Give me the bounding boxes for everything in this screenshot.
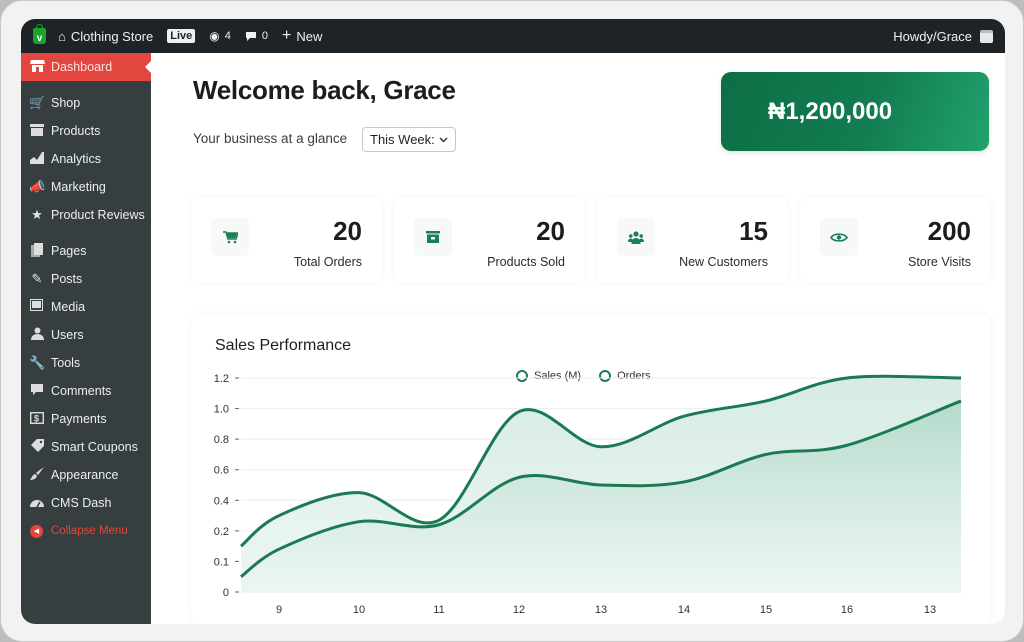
live-badge[interactable]: Live — [167, 29, 196, 43]
svg-text:16: 16 — [841, 604, 853, 616]
stats-row: 20 Total Orders 20 Products Sold 15 New … — [191, 198, 991, 283]
admin-bar: v ⌂ Clothing Store Live ◉ 4 0 + New Howd… — [21, 19, 1005, 53]
views-counter[interactable]: ◉ 4 — [209, 29, 231, 43]
pages-icon — [29, 242, 45, 260]
svg-text:1.0: 1.0 — [214, 404, 229, 416]
sidebar-item-comments[interactable]: Comments — [21, 377, 151, 405]
tag-icon — [29, 439, 45, 455]
eye-icon — [820, 218, 858, 256]
svg-text:0.6: 0.6 — [214, 465, 229, 477]
stat-card-products-sold: 20 Products Sold — [394, 198, 585, 283]
plus-icon: + — [282, 27, 292, 44]
avatar[interactable] — [980, 29, 993, 43]
site-name-link[interactable]: ⌂ Clothing Store — [58, 28, 154, 44]
svg-text:15: 15 — [760, 604, 772, 616]
howdy-user-link[interactable]: Howdy/Grace — [893, 28, 972, 44]
legend-circle-icon — [599, 370, 612, 382]
svg-text:13: 13 — [924, 604, 936, 616]
sidebar-item-cms-dash[interactable]: CMS Dash — [21, 489, 151, 517]
dollar-icon: $ — [29, 411, 45, 427]
wrench-icon: 🔧 — [29, 355, 46, 370]
revenue-card: ₦1,200,000 — [721, 72, 989, 151]
cart-icon: 🛒 — [29, 95, 46, 110]
sidebar-item-users[interactable]: Users — [21, 321, 151, 349]
main-content: Welcome back, Grace Your business at a g… — [151, 53, 1005, 624]
collapse-icon: ◀ — [30, 524, 43, 538]
page-title: Welcome back, Grace — [193, 75, 456, 105]
sidebar-item-products[interactable]: Products — [21, 117, 151, 145]
archive-icon — [414, 218, 452, 256]
sidebar-item-appearance[interactable]: Appearance — [21, 461, 151, 489]
sidebar-item-posts[interactable]: ✎ Posts — [21, 265, 151, 293]
svg-text:10: 10 — [353, 604, 365, 616]
legend-item-sales[interactable]: Sales (M) — [516, 370, 581, 382]
pencil-icon: ✎ — [31, 271, 43, 286]
svg-text:0.4: 0.4 — [214, 495, 229, 507]
cart-icon — [211, 218, 249, 256]
svg-text:0: 0 — [223, 587, 229, 599]
svg-text:14: 14 — [678, 604, 690, 616]
sidebar-item-dashboard[interactable]: Dashboard — [21, 53, 151, 81]
svg-text:1.2: 1.2 — [214, 373, 229, 385]
svg-text:0.8: 0.8 — [214, 434, 229, 446]
box-icon — [29, 123, 45, 139]
new-button[interactable]: + New — [282, 27, 323, 44]
gauge-icon — [29, 496, 45, 511]
chevron-down-icon — [439, 136, 448, 143]
page-subtitle: Your business at a glance — [193, 131, 348, 146]
collapse-menu-button[interactable]: ◀ Collapse Menu — [21, 517, 151, 545]
sales-performance-card: Sales Performance Sales (M) Orders — [191, 315, 991, 624]
store-icon — [29, 59, 45, 75]
svg-text:$: $ — [34, 413, 39, 423]
sidebar-item-smart-coupons[interactable]: Smart Coupons — [21, 433, 151, 461]
stat-card-total-orders: 20 Total Orders — [191, 198, 382, 283]
user-icon — [29, 327, 45, 343]
sidebar-item-shop[interactable]: 🛒 Shop — [29, 95, 81, 110]
comment-icon — [245, 31, 256, 41]
sidebar-item-tools[interactable]: 🔧 Tools — [29, 355, 81, 370]
chart-legend: Sales (M) Orders — [516, 370, 651, 382]
sidebar-item-pages[interactable]: Pages — [21, 237, 151, 265]
chart-title: Sales Performance — [215, 337, 352, 354]
comment-icon — [29, 383, 45, 399]
sidebar-item-marketing[interactable]: 📣 Marketing — [29, 179, 106, 194]
sidebar: Dashboard 🛒 Shop Products Analytics 📣 — [21, 53, 151, 624]
stat-card-store-visits: 200 Store Visits — [800, 198, 991, 283]
sidebar-item-product-reviews[interactable]: ★ Product Reviews — [21, 201, 151, 229]
svg-text:9: 9 — [276, 604, 282, 616]
eye-icon: ◉ — [209, 29, 220, 43]
revenue-value: ₦1,200,000 — [768, 97, 893, 125]
svg-text:12: 12 — [513, 604, 525, 616]
megaphone-icon: 📣 — [29, 179, 46, 194]
star-icon: ★ — [31, 207, 43, 222]
period-select[interactable]: This Week: — [362, 127, 456, 152]
svg-text:0.1: 0.1 — [214, 556, 229, 568]
comments-counter[interactable]: 0 — [245, 30, 268, 42]
legend-circle-icon — [516, 370, 528, 382]
sidebar-item-payments[interactable]: $ Payments — [21, 405, 151, 433]
sidebar-item-media[interactable]: Media — [21, 293, 151, 321]
legend-item-orders[interactable]: Orders — [599, 370, 651, 382]
svg-text:13: 13 — [595, 604, 607, 616]
svg-text:0.2: 0.2 — [214, 526, 229, 538]
sales-line-chart: 0 0.1 0.2 0.4 0.6 0.8 1.0 1.2 9 10 11 12 13 14 15 16 13 — [214, 373, 962, 616]
media-icon — [29, 299, 45, 315]
sidebar-item-analytics[interactable]: Analytics — [21, 145, 151, 173]
stat-card-new-customers: 15 New Customers — [597, 198, 788, 283]
home-icon: ⌂ — [58, 28, 66, 44]
svg-text:11: 11 — [433, 604, 444, 616]
shop-bag-logo-icon[interactable]: v — [33, 24, 46, 44]
users-icon — [617, 218, 655, 256]
chart-icon — [29, 151, 45, 167]
app-window: v ⌂ Clothing Store Live ◉ 4 0 + New Howd… — [21, 19, 1005, 624]
brush-icon — [29, 467, 45, 483]
